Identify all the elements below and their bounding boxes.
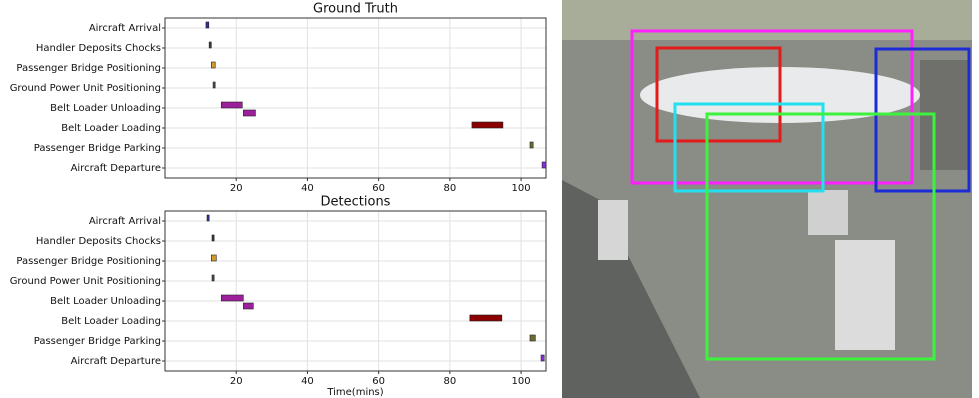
x-tick-label: 100 — [512, 376, 531, 387]
activity-bar — [213, 82, 215, 88]
y-tick-label: Handler Deposits Chocks — [36, 43, 161, 54]
activity-bar — [221, 295, 243, 301]
y-tick-label: Aircraft Arrival — [89, 23, 161, 34]
activity-bar — [530, 142, 533, 148]
activity-bar — [211, 62, 215, 68]
x-tick-label: 40 — [301, 183, 314, 194]
y-tick-label: Belt Loader Unloading — [50, 296, 161, 307]
activity-bar — [472, 122, 503, 128]
y-tick-label: Passenger Bridge Parking — [34, 336, 161, 347]
y-tick-label: Passenger Bridge Positioning — [16, 256, 161, 267]
activity-bar — [211, 255, 216, 261]
activity-bar — [243, 303, 253, 309]
x-axis-label: Time(mins) — [326, 387, 383, 398]
axes-frame — [165, 18, 546, 178]
y-tick-label: Belt Loader Unloading — [50, 103, 161, 114]
activity-bar — [212, 275, 214, 281]
activity-bar — [209, 42, 211, 48]
chart-title: Ground Truth — [313, 2, 398, 17]
photo-vehicle — [598, 200, 628, 260]
chart-title: Detections — [321, 195, 391, 210]
x-tick-label: 20 — [230, 376, 243, 387]
photo-vehicle — [808, 190, 848, 235]
x-tick-label: 60 — [372, 376, 385, 387]
x-tick-label: 20 — [230, 183, 243, 194]
y-tick-label: Aircraft Departure — [71, 163, 161, 174]
figure: Ground Truth 20 40 60 80 100 Aircraft Arrival H… — [0, 0, 979, 398]
activity-bar — [541, 355, 544, 361]
x-tick-label: 60 — [372, 183, 385, 194]
activity-bar — [470, 315, 502, 321]
y-tick-label: Aircraft Departure — [71, 356, 161, 367]
y-tick-label: Belt Loader Loading — [61, 316, 161, 327]
x-tick-label: 100 — [512, 183, 531, 194]
activity-bar — [206, 22, 209, 28]
photo-vehicle — [835, 240, 895, 350]
y-tick-label: Passenger Bridge Parking — [34, 143, 161, 154]
activity-bar — [221, 102, 242, 108]
y-tick-label: Handler Deposits Chocks — [36, 236, 161, 247]
activity-bar — [243, 110, 255, 116]
axes-frame — [165, 211, 546, 371]
y-tick-label: Passenger Bridge Positioning — [16, 63, 161, 74]
photo — [562, 0, 972, 398]
x-tick-label: 40 — [301, 376, 314, 387]
activity-bar — [212, 235, 214, 241]
activity-bar — [542, 162, 546, 168]
page: Ground Truth 20 40 60 80 100 Aircraft Arrival H… — [0, 0, 979, 398]
y-tick-label: Aircraft Arrival — [89, 216, 161, 227]
x-tick-label: 80 — [443, 376, 456, 387]
y-tick-label: Ground Power Unit Positioning — [10, 83, 161, 94]
y-tick-label: Belt Loader Loading — [61, 123, 161, 134]
y-tick-label: Ground Power Unit Positioning — [10, 276, 161, 287]
activity-bar — [207, 215, 209, 221]
activity-bar — [530, 335, 535, 341]
x-tick-label: 80 — [443, 183, 456, 194]
